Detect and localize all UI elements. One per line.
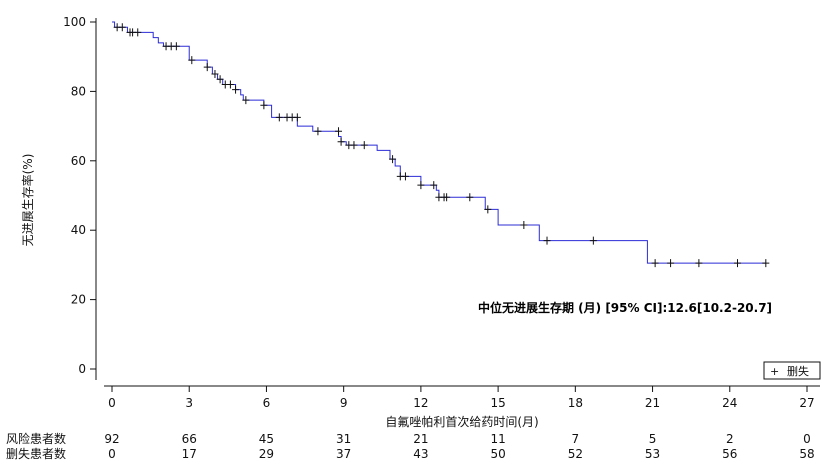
censor-mark bbox=[589, 236, 597, 245]
risk-cell: 37 bbox=[336, 447, 351, 461]
censor-mark bbox=[350, 141, 358, 150]
y-tick-label: 20 bbox=[71, 293, 86, 307]
risk-cell: 52 bbox=[568, 447, 583, 461]
risk-cell: 0 bbox=[108, 447, 116, 461]
risk-cell: 50 bbox=[490, 447, 505, 461]
censor-mark bbox=[667, 259, 675, 268]
censor-mark bbox=[466, 193, 474, 202]
x-tick-label: 12 bbox=[413, 396, 428, 410]
legend-box bbox=[763, 361, 821, 380]
censor-mark bbox=[430, 181, 438, 190]
censor-mark bbox=[401, 172, 409, 181]
x-tick-label: 24 bbox=[722, 396, 737, 410]
x-tick-label: 0 bbox=[108, 396, 116, 410]
x-tick-label: 9 bbox=[340, 396, 348, 410]
risk-cell: 45 bbox=[259, 432, 274, 446]
y-ticks: 0 20 40 60 80 100 bbox=[63, 15, 96, 376]
censor-mark bbox=[118, 23, 126, 32]
censor-mark bbox=[275, 113, 283, 122]
risk-cell: 66 bbox=[182, 432, 197, 446]
censor-mark bbox=[389, 155, 397, 164]
censor-mark bbox=[216, 75, 224, 84]
censor-mark bbox=[484, 205, 492, 214]
legend-label: 删失 bbox=[787, 365, 809, 378]
risk-cell: 0 bbox=[803, 432, 811, 446]
km-survival-line bbox=[112, 21, 766, 264]
risk-cell: 53 bbox=[645, 447, 660, 461]
legend-symbol: + bbox=[770, 365, 779, 378]
censor-mark bbox=[337, 137, 345, 146]
censor-mark bbox=[520, 220, 528, 229]
censor-mark bbox=[695, 259, 703, 268]
censor-mark bbox=[134, 28, 142, 37]
risk-cell: 31 bbox=[336, 432, 351, 446]
y-tick-label: 80 bbox=[71, 84, 86, 98]
risk-cell: 29 bbox=[259, 447, 274, 461]
x-axis-title: 自氟唑帕利首次给药时间(月) bbox=[385, 414, 538, 429]
censor-mark bbox=[734, 259, 741, 268]
x-tick-label: 15 bbox=[490, 396, 505, 410]
risk-row-label: 风险患者数 bbox=[6, 431, 66, 446]
risk-row-label: 删失患者数 bbox=[6, 446, 66, 461]
x-tick-label: 27 bbox=[799, 396, 814, 410]
risk-cell: 92 bbox=[104, 432, 119, 446]
censor-mark bbox=[314, 127, 322, 136]
legend: + 删失 bbox=[763, 361, 821, 380]
risk-cell: 11 bbox=[490, 432, 505, 446]
censor-mark bbox=[188, 56, 196, 65]
censor-mark bbox=[543, 236, 551, 245]
risk-cell: 5 bbox=[649, 432, 657, 446]
risk-cell: 17 bbox=[182, 447, 197, 461]
y-tick-label: 0 bbox=[78, 362, 86, 376]
censor-marks bbox=[113, 23, 770, 268]
censor-mark bbox=[211, 70, 219, 79]
censor-mark bbox=[443, 193, 451, 202]
x-tick-label: 6 bbox=[263, 396, 271, 410]
censor-mark bbox=[172, 42, 180, 51]
censor-mark bbox=[232, 85, 240, 94]
risk-cell: 43 bbox=[413, 447, 428, 461]
risk-cell: 2 bbox=[726, 432, 734, 446]
censor-mark bbox=[762, 259, 770, 268]
risk-cell: 58 bbox=[799, 447, 814, 461]
censor-mark bbox=[203, 63, 211, 72]
censor-mark bbox=[242, 96, 250, 105]
censor-mark bbox=[360, 141, 368, 150]
risk-cell: 21 bbox=[413, 432, 428, 446]
risk-cell: 7 bbox=[572, 432, 580, 446]
axes bbox=[95, 18, 820, 387]
censor-mark bbox=[260, 101, 268, 110]
censor-mark bbox=[651, 259, 659, 268]
censor-mark bbox=[417, 181, 425, 190]
censor-mark bbox=[293, 113, 301, 122]
x-ticks: 0 3 6 9 12 15 18 21 24 27 bbox=[108, 386, 815, 410]
y-tick-label: 40 bbox=[71, 223, 86, 237]
y-tick-label: 60 bbox=[71, 154, 86, 168]
risk-cell: 56 bbox=[722, 447, 737, 461]
y-tick-label: 100 bbox=[63, 15, 86, 29]
median-annotation: 中位无进展生存期 (月) [95% CI]:12.6[10.2-20.7] bbox=[478, 300, 772, 315]
x-tick-label: 3 bbox=[185, 396, 193, 410]
x-tick-label: 21 bbox=[645, 396, 660, 410]
y-axis-title: 无进展生存率(%) bbox=[20, 154, 35, 247]
censor-mark bbox=[335, 127, 343, 136]
censor-mark bbox=[226, 80, 234, 89]
x-tick-label: 18 bbox=[568, 396, 583, 410]
